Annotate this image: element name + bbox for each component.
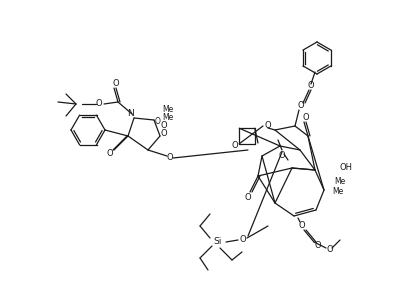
Text: O: O — [327, 246, 333, 254]
Text: O: O — [231, 142, 238, 150]
Text: O: O — [303, 113, 309, 122]
Text: O: O — [96, 100, 102, 108]
Text: O: O — [299, 221, 305, 230]
Text: O: O — [161, 122, 167, 131]
Text: Me: Me — [162, 114, 174, 122]
Text: O: O — [298, 100, 304, 109]
Text: Me: Me — [162, 105, 174, 114]
Text: O: O — [113, 78, 119, 88]
Text: Me: Me — [335, 178, 346, 187]
Text: Si: Si — [214, 238, 222, 246]
Text: OH: OH — [339, 164, 353, 173]
Text: N: N — [128, 109, 135, 119]
Text: O: O — [167, 153, 173, 162]
Text: O: O — [279, 151, 285, 161]
Text: O: O — [315, 240, 321, 249]
Text: O: O — [265, 122, 271, 131]
Text: O: O — [161, 130, 167, 139]
Text: O: O — [245, 193, 251, 201]
Text: O: O — [308, 81, 314, 91]
Text: O: O — [107, 150, 113, 159]
Text: Me: Me — [332, 187, 344, 196]
Text: O: O — [240, 235, 246, 244]
Text: O: O — [155, 117, 161, 126]
